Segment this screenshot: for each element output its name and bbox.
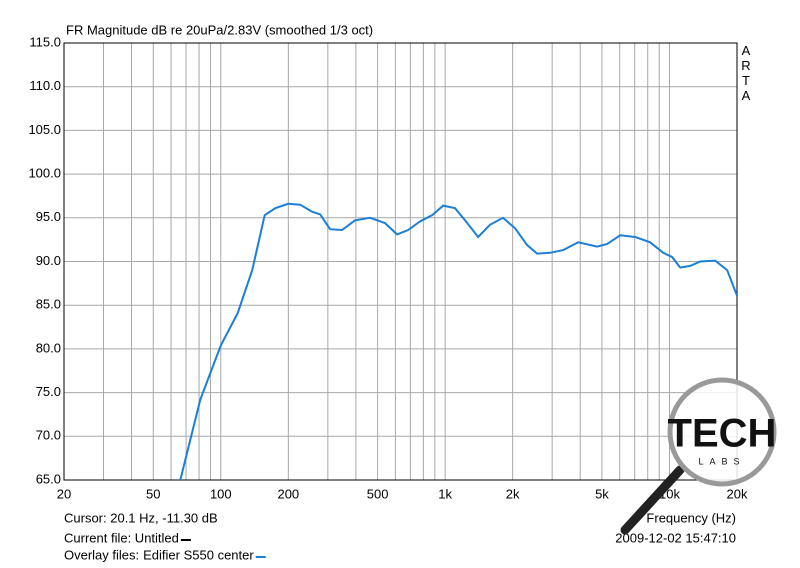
- legend-label: Edifier S550 center: [143, 547, 254, 562]
- y-tick-label: 110.0: [29, 78, 61, 93]
- x-axis-label: Frequency (Hz): [646, 510, 736, 525]
- chart-title: FR Magnitude dB re 20uPa/2.83V (smoothed…: [66, 22, 373, 37]
- watermark-text: LABS: [698, 456, 745, 466]
- x-tick-label: 100: [210, 486, 232, 501]
- magnifier-lens: [667, 377, 777, 487]
- x-tick-label: 2k: [506, 486, 520, 501]
- watermark-text: TECH: [668, 412, 777, 456]
- plot-border: [63, 42, 738, 481]
- overlay-label: Overlay files:: [64, 547, 139, 562]
- x-tick-label: 20k: [727, 486, 748, 501]
- y-tick-label: 105.0: [28, 122, 61, 137]
- y-tick-label: 85.0: [36, 297, 61, 312]
- y-tick-label: 90.0: [36, 253, 61, 268]
- y-tick-label: 100.0: [28, 166, 61, 181]
- x-tick-label: 50: [146, 486, 160, 501]
- cursor-readout: Cursor: 20.1 Hz, -11.30 dB: [64, 510, 218, 525]
- y-tick-label: 80.0: [36, 340, 61, 355]
- y-tick-label: 115.0: [29, 34, 61, 49]
- y-tick-label: 95.0: [36, 209, 61, 224]
- y-tick-label: 75.0: [36, 384, 61, 399]
- data-line: [179, 202, 737, 480]
- y-tick-label: 65.0: [36, 471, 61, 486]
- x-tick-label: 500: [367, 486, 389, 501]
- x-tick-label: 1k: [438, 486, 452, 501]
- timestamp: 2009-12-02 15:47:10: [615, 530, 736, 545]
- x-tick-label: 20: [57, 486, 71, 501]
- y-tick-label: 70.0: [36, 428, 61, 443]
- current-file: Current file: Untitled: [64, 530, 179, 545]
- x-tick-label: 200: [277, 486, 299, 501]
- x-tick-label: 5k: [595, 486, 609, 501]
- magnifier-handle: [620, 465, 685, 535]
